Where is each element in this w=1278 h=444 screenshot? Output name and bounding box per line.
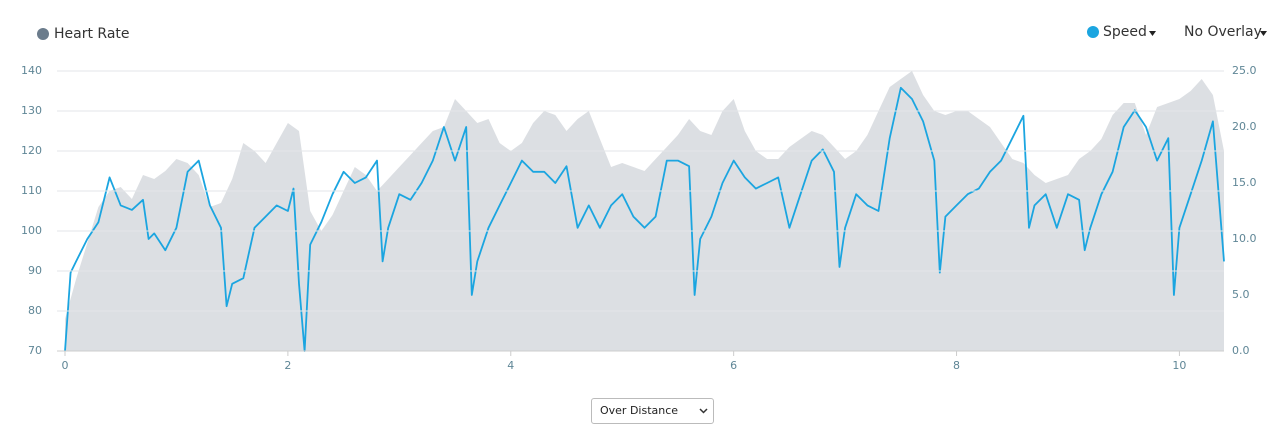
y-tick-label: 100 [21, 224, 42, 237]
caret[interactable] [1260, 31, 1267, 36]
y-tick-label: 70 [28, 344, 42, 357]
y-tick-label: 130 [21, 104, 42, 117]
x-tick-label: 4 [507, 359, 514, 372]
legend-dot [37, 28, 49, 40]
chart: Heart Rate Speed No Overlay 708090100110… [21, 24, 1267, 372]
caret[interactable] [1149, 31, 1156, 36]
y-tick-label: 140 [21, 64, 42, 77]
y-tick-label: 110 [21, 184, 42, 197]
dropdown-text: Over Distance [600, 404, 679, 417]
legend-label[interactable]: Heart Rate [54, 26, 130, 42]
area [65, 71, 1224, 351]
dropdown[interactable]: Over Distance [591, 398, 714, 424]
y-tick-label: 120 [21, 144, 42, 157]
y2-tick-label: 15.0 [1232, 176, 1257, 189]
y2-tick-label: 10.0 [1232, 232, 1257, 245]
x-tick-label: 6 [730, 359, 737, 372]
legend-label[interactable]: Speed [1103, 24, 1147, 40]
x-tick-label: 0 [62, 359, 69, 372]
line [64, 86, 1225, 352]
y-tick-label: 90 [28, 264, 42, 277]
overlay-select[interactable]: No Overlay [1184, 24, 1262, 40]
x-tick-label: 2 [284, 359, 291, 372]
y2-tick-label: 25.0 [1232, 64, 1257, 77]
x-tick-label: 10 [1172, 359, 1186, 372]
legend-dot [1087, 26, 1099, 38]
y2-tick-label: 5.0 [1232, 288, 1250, 301]
y2-tick-label: 0.0 [1232, 344, 1250, 357]
y-tick-label: 80 [28, 304, 42, 317]
chevron [699, 408, 708, 414]
x-tick-label: 8 [953, 359, 960, 372]
y2-tick-label: 20.0 [1232, 120, 1257, 133]
